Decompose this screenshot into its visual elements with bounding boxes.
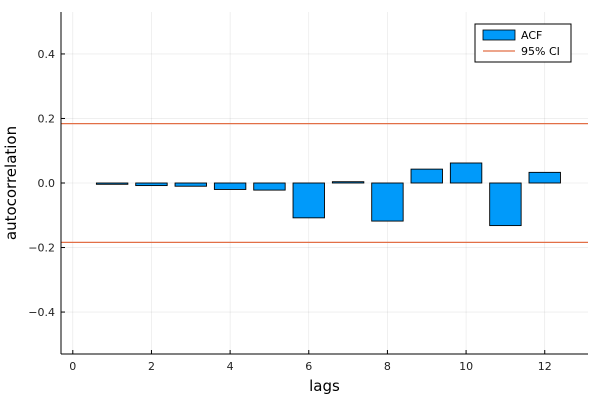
legend-acf-swatch <box>482 29 516 41</box>
x-ticks: 0 2 4 6 8 10 12 <box>69 350 552 373</box>
acf-bar-11 <box>489 182 522 227</box>
y-tick-label: 0.4 <box>38 48 56 61</box>
acf-bar-1 <box>95 182 129 185</box>
y-tick-label: 0.0 <box>38 177 56 190</box>
y-axis-title: autocorrelation <box>2 126 20 240</box>
acf-bar-12 <box>528 171 561 184</box>
acf-bar-3 <box>174 182 207 187</box>
y-tick-label: −0.4 <box>28 306 55 319</box>
acf-bar-7 <box>331 181 365 184</box>
acf-bar-8 <box>371 182 404 222</box>
acf-bar-6 <box>292 182 325 219</box>
x-tick-label: 10 <box>459 360 473 373</box>
y-ticks: −0.4 −0.2 0.0 0.2 0.4 <box>28 48 65 319</box>
legend-ci-label: 95% CI <box>521 45 560 58</box>
acf-bar-10 <box>449 162 483 184</box>
y-tick-label: 0.2 <box>38 112 56 125</box>
x-tick-label: 12 <box>538 360 552 373</box>
acf-bar-4 <box>213 182 247 190</box>
x-tick-label: 8 <box>384 360 391 373</box>
legend-acf-label: ACF <box>521 29 542 42</box>
ci-lines <box>61 123 588 243</box>
x-tick-label: 2 <box>148 360 155 373</box>
x-tick-label: 4 <box>227 360 234 373</box>
x-axis-title: lags <box>309 377 340 395</box>
acf-bar-2 <box>135 182 168 187</box>
y-tick-label: −0.2 <box>28 242 55 255</box>
x-tick-label: 0 <box>69 360 76 373</box>
acf-bar-5 <box>253 182 286 191</box>
bars <box>95 162 561 227</box>
acf-bar-9 <box>410 168 443 184</box>
x-tick-label: 6 <box>305 360 312 373</box>
legend: ACF 95% CI <box>474 23 572 63</box>
